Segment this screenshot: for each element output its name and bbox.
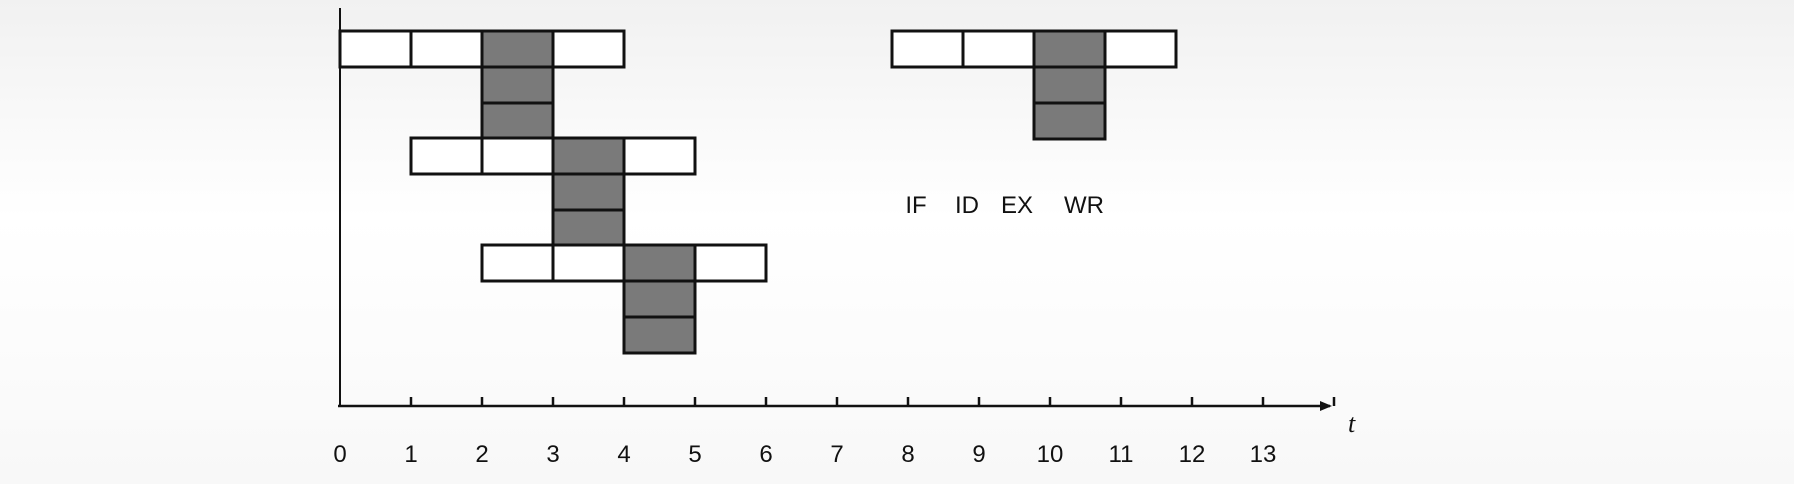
stage-cell-id <box>551 243 626 283</box>
stage-cell-ex <box>622 243 697 283</box>
tick-label: 1 <box>404 441 417 468</box>
legend-cell-ex <box>1032 29 1107 69</box>
stage-cell-wr <box>551 29 626 69</box>
legend-ex-cycle-cell <box>1032 101 1107 141</box>
legend-cell-id <box>961 29 1036 69</box>
stage-cell-if <box>338 29 413 69</box>
tick-label: 12 <box>1179 441 1206 468</box>
tick-label: 3 <box>546 441 559 468</box>
stage-cell-if <box>409 136 484 176</box>
stage-cell-id <box>480 136 555 176</box>
ex-cycle-cell <box>480 65 555 105</box>
tick-label: 0 <box>333 441 346 468</box>
ex-cycle-cell <box>551 208 626 248</box>
tick-label: 6 <box>759 441 772 468</box>
stage-cell-wr <box>622 136 697 176</box>
stage-cell-ex <box>551 136 626 176</box>
tick-label: 13 <box>1250 441 1277 468</box>
legend-label-wr: WR <box>1064 192 1104 219</box>
tick-label: 2 <box>475 441 488 468</box>
legend-cell-wr <box>1103 29 1178 69</box>
tick-label: 10 <box>1037 441 1064 468</box>
tick-label: 9 <box>972 441 985 468</box>
legend-label-id: ID <box>955 192 979 219</box>
stage-cell-id <box>409 29 484 69</box>
instruction-row <box>409 136 697 248</box>
stage-cell-wr <box>693 243 768 283</box>
tick-label: 8 <box>901 441 914 468</box>
legend: IF ID EX WR <box>890 29 1178 219</box>
instruction-row <box>480 243 768 355</box>
ex-cycle-cell <box>551 172 626 212</box>
axis-variable-label: t <box>1348 409 1356 438</box>
ex-cycle-cell <box>480 101 555 141</box>
legend-label-ex: EX <box>1001 192 1033 219</box>
legend-ex-cycle-cell <box>1032 65 1107 105</box>
ex-cycle-cell <box>622 279 697 319</box>
tick-label: 5 <box>688 441 701 468</box>
legend-cell-if <box>890 29 965 69</box>
tick-label: 7 <box>830 441 843 468</box>
tick-label: 4 <box>617 441 630 468</box>
instruction-row <box>338 29 626 141</box>
stage-cell-if <box>480 243 555 283</box>
tick-label: 11 <box>1109 441 1134 468</box>
stage-cell-ex <box>480 29 555 69</box>
legend-label-if: IF <box>905 192 926 219</box>
ex-cycle-cell <box>622 315 697 355</box>
